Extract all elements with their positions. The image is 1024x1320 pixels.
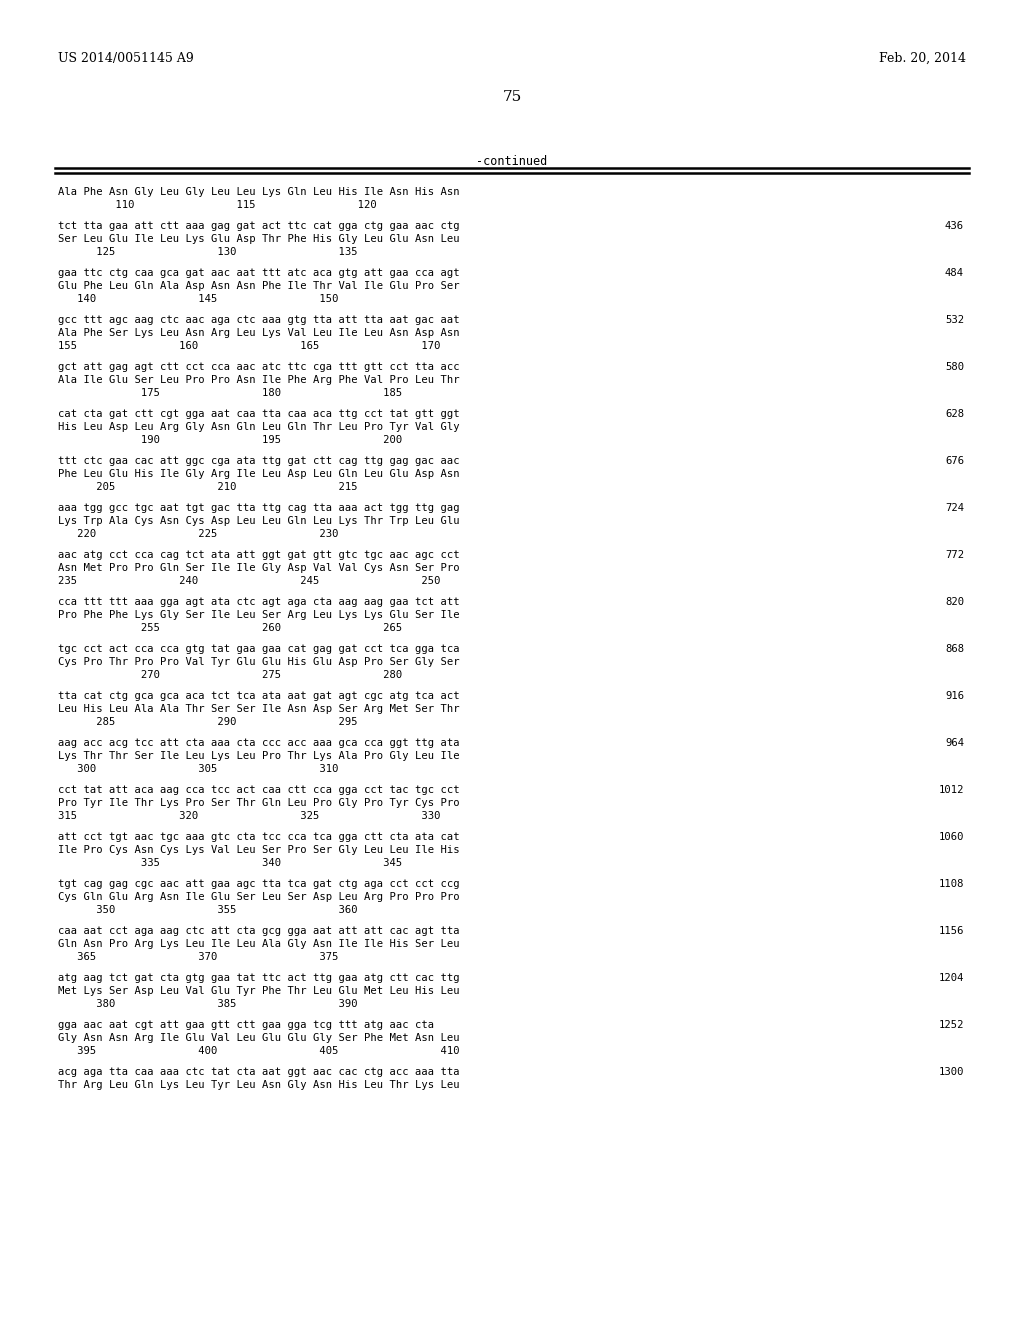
Text: 1060: 1060 bbox=[939, 832, 964, 842]
Text: 916: 916 bbox=[945, 690, 964, 701]
Text: Asn Met Pro Pro Gln Ser Ile Ile Gly Asp Val Val Cys Asn Ser Pro: Asn Met Pro Pro Gln Ser Ile Ile Gly Asp … bbox=[58, 564, 460, 573]
Text: Feb. 20, 2014: Feb. 20, 2014 bbox=[879, 51, 966, 65]
Text: 110                115                120: 110 115 120 bbox=[58, 201, 377, 210]
Text: aaa tgg gcc tgc aat tgt gac tta ttg cag tta aaa act tgg ttg gag: aaa tgg gcc tgc aat tgt gac tta ttg cag … bbox=[58, 503, 460, 513]
Text: Ala Phe Asn Gly Leu Gly Leu Leu Lys Gln Leu His Ile Asn His Asn: Ala Phe Asn Gly Leu Gly Leu Leu Lys Gln … bbox=[58, 187, 460, 197]
Text: 75: 75 bbox=[503, 90, 521, 104]
Text: 395                400                405                410: 395 400 405 410 bbox=[58, 1045, 460, 1056]
Text: 140                145                150: 140 145 150 bbox=[58, 294, 339, 304]
Text: tta cat ctg gca gca aca tct tca ata aat gat agt cgc atg tca act: tta cat ctg gca gca aca tct tca ata aat … bbox=[58, 690, 460, 701]
Text: Glu Phe Leu Gln Ala Asp Asn Asn Phe Ile Thr Val Ile Glu Pro Ser: Glu Phe Leu Gln Ala Asp Asn Asn Phe Ile … bbox=[58, 281, 460, 290]
Text: Lys Trp Ala Cys Asn Cys Asp Leu Leu Gln Leu Lys Thr Trp Leu Glu: Lys Trp Ala Cys Asn Cys Asp Leu Leu Gln … bbox=[58, 516, 460, 525]
Text: Lys Thr Thr Ser Ile Leu Lys Leu Pro Thr Lys Ala Pro Gly Leu Ile: Lys Thr Thr Ser Ile Leu Lys Leu Pro Thr … bbox=[58, 751, 460, 762]
Text: 1108: 1108 bbox=[939, 879, 964, 888]
Text: aag acc acg tcc att cta aaa cta ccc acc aaa gca cca ggt ttg ata: aag acc acg tcc att cta aaa cta ccc acc … bbox=[58, 738, 460, 748]
Text: 205                210                215: 205 210 215 bbox=[58, 482, 357, 492]
Text: Gly Asn Asn Arg Ile Glu Val Leu Glu Glu Gly Ser Phe Met Asn Leu: Gly Asn Asn Arg Ile Glu Val Leu Glu Glu … bbox=[58, 1034, 460, 1043]
Text: Ala Phe Ser Lys Leu Asn Arg Leu Lys Val Leu Ile Leu Asn Asp Asn: Ala Phe Ser Lys Leu Asn Arg Leu Lys Val … bbox=[58, 327, 460, 338]
Text: 1012: 1012 bbox=[939, 785, 964, 795]
Text: cct tat att aca aag cca tcc act caa ctt cca gga cct tac tgc cct: cct tat att aca aag cca tcc act caa ctt … bbox=[58, 785, 460, 795]
Text: 235                240                245                250: 235 240 245 250 bbox=[58, 576, 440, 586]
Text: 436: 436 bbox=[945, 220, 964, 231]
Text: Cys Pro Thr Pro Pro Val Tyr Glu Glu His Glu Asp Pro Ser Gly Ser: Cys Pro Thr Pro Pro Val Tyr Glu Glu His … bbox=[58, 657, 460, 667]
Text: Ser Leu Glu Ile Leu Lys Glu Asp Thr Phe His Gly Leu Glu Asn Leu: Ser Leu Glu Ile Leu Lys Glu Asp Thr Phe … bbox=[58, 234, 460, 244]
Text: cat cta gat ctt cgt gga aat caa tta caa aca ttg cct tat gtt ggt: cat cta gat ctt cgt gga aat caa tta caa … bbox=[58, 409, 460, 418]
Text: 532: 532 bbox=[945, 315, 964, 325]
Text: 628: 628 bbox=[945, 409, 964, 418]
Text: US 2014/0051145 A9: US 2014/0051145 A9 bbox=[58, 51, 194, 65]
Text: aac atg cct cca cag tct ata att ggt gat gtt gtc tgc aac agc cct: aac atg cct cca cag tct ata att ggt gat … bbox=[58, 550, 460, 560]
Text: His Leu Asp Leu Arg Gly Asn Gln Leu Gln Thr Leu Pro Tyr Val Gly: His Leu Asp Leu Arg Gly Asn Gln Leu Gln … bbox=[58, 422, 460, 432]
Text: 724: 724 bbox=[945, 503, 964, 513]
Text: 365                370                375: 365 370 375 bbox=[58, 952, 339, 962]
Text: 220                225                230: 220 225 230 bbox=[58, 529, 339, 539]
Text: gga aac aat cgt att gaa gtt ctt gaa gga tcg ttt atg aac cta: gga aac aat cgt att gaa gtt ctt gaa gga … bbox=[58, 1020, 434, 1030]
Text: cca ttt ttt aaa gga agt ata ctc agt aga cta aag aag gaa tct att: cca ttt ttt aaa gga agt ata ctc agt aga … bbox=[58, 597, 460, 607]
Text: Pro Tyr Ile Thr Lys Pro Ser Thr Gln Leu Pro Gly Pro Tyr Cys Pro: Pro Tyr Ile Thr Lys Pro Ser Thr Gln Leu … bbox=[58, 799, 460, 808]
Text: -continued: -continued bbox=[476, 154, 548, 168]
Text: 1252: 1252 bbox=[939, 1020, 964, 1030]
Text: tgt cag gag cgc aac att gaa agc tta tca gat ctg aga cct cct ccg: tgt cag gag cgc aac att gaa agc tta tca … bbox=[58, 879, 460, 888]
Text: Phe Leu Glu His Ile Gly Arg Ile Leu Asp Leu Gln Leu Glu Asp Asn: Phe Leu Glu His Ile Gly Arg Ile Leu Asp … bbox=[58, 469, 460, 479]
Text: caa aat cct aga aag ctc att cta gcg gga aat att att cac agt tta: caa aat cct aga aag ctc att cta gcg gga … bbox=[58, 927, 460, 936]
Text: 335                340                345: 335 340 345 bbox=[58, 858, 402, 869]
Text: acg aga tta caa aaa ctc tat cta aat ggt aac cac ctg acc aaa tta: acg aga tta caa aaa ctc tat cta aat ggt … bbox=[58, 1067, 460, 1077]
Text: 676: 676 bbox=[945, 455, 964, 466]
Text: 175                180                185: 175 180 185 bbox=[58, 388, 402, 399]
Text: 315                320                325                330: 315 320 325 330 bbox=[58, 810, 440, 821]
Text: Ala Ile Glu Ser Leu Pro Pro Asn Ile Phe Arg Phe Val Pro Leu Thr: Ala Ile Glu Ser Leu Pro Pro Asn Ile Phe … bbox=[58, 375, 460, 385]
Text: 580: 580 bbox=[945, 362, 964, 372]
Text: 380                385                390: 380 385 390 bbox=[58, 999, 357, 1008]
Text: Thr Arg Leu Gln Lys Leu Tyr Leu Asn Gly Asn His Leu Thr Lys Leu: Thr Arg Leu Gln Lys Leu Tyr Leu Asn Gly … bbox=[58, 1080, 460, 1090]
Text: 1204: 1204 bbox=[939, 973, 964, 983]
Text: atg aag tct gat cta gtg gaa tat ttc act ttg gaa atg ctt cac ttg: atg aag tct gat cta gtg gaa tat ttc act … bbox=[58, 973, 460, 983]
Text: ttt ctc gaa cac att ggc cga ata ttg gat ctt cag ttg gag gac aac: ttt ctc gaa cac att ggc cga ata ttg gat … bbox=[58, 455, 460, 466]
Text: 255                260                265: 255 260 265 bbox=[58, 623, 402, 634]
Text: 285                290                295: 285 290 295 bbox=[58, 717, 357, 727]
Text: gaa ttc ctg caa gca gat aac aat ttt atc aca gtg att gaa cca agt: gaa ttc ctg caa gca gat aac aat ttt atc … bbox=[58, 268, 460, 279]
Text: 190                195                200: 190 195 200 bbox=[58, 436, 402, 445]
Text: 964: 964 bbox=[945, 738, 964, 748]
Text: gcc ttt agc aag ctc aac aga ctc aaa gtg tta att tta aat gac aat: gcc ttt agc aag ctc aac aga ctc aaa gtg … bbox=[58, 315, 460, 325]
Text: tct tta gaa att ctt aaa gag gat act ttc cat gga ctg gaa aac ctg: tct tta gaa att ctt aaa gag gat act ttc … bbox=[58, 220, 460, 231]
Text: Leu His Leu Ala Ala Thr Ser Ser Ile Asn Asp Ser Arg Met Ser Thr: Leu His Leu Ala Ala Thr Ser Ser Ile Asn … bbox=[58, 704, 460, 714]
Text: 772: 772 bbox=[945, 550, 964, 560]
Text: 270                275                280: 270 275 280 bbox=[58, 671, 402, 680]
Text: att cct tgt aac tgc aaa gtc cta tcc cca tca gga ctt cta ata cat: att cct tgt aac tgc aaa gtc cta tcc cca … bbox=[58, 832, 460, 842]
Text: 300                305                310: 300 305 310 bbox=[58, 764, 339, 774]
Text: 820: 820 bbox=[945, 597, 964, 607]
Text: 484: 484 bbox=[945, 268, 964, 279]
Text: Pro Phe Phe Lys Gly Ser Ile Leu Ser Arg Leu Lys Lys Glu Ser Ile: Pro Phe Phe Lys Gly Ser Ile Leu Ser Arg … bbox=[58, 610, 460, 620]
Text: Gln Asn Pro Arg Lys Leu Ile Leu Ala Gly Asn Ile Ile His Ser Leu: Gln Asn Pro Arg Lys Leu Ile Leu Ala Gly … bbox=[58, 939, 460, 949]
Text: gct att gag agt ctt cct cca aac atc ttc cga ttt gtt cct tta acc: gct att gag agt ctt cct cca aac atc ttc … bbox=[58, 362, 460, 372]
Text: 155                160                165                170: 155 160 165 170 bbox=[58, 341, 440, 351]
Text: Met Lys Ser Asp Leu Val Glu Tyr Phe Thr Leu Glu Met Leu His Leu: Met Lys Ser Asp Leu Val Glu Tyr Phe Thr … bbox=[58, 986, 460, 997]
Text: tgc cct act cca cca gtg tat gaa gaa cat gag gat cct tca gga tca: tgc cct act cca cca gtg tat gaa gaa cat … bbox=[58, 644, 460, 653]
Text: Ile Pro Cys Asn Cys Lys Val Leu Ser Pro Ser Gly Leu Leu Ile His: Ile Pro Cys Asn Cys Lys Val Leu Ser Pro … bbox=[58, 845, 460, 855]
Text: 125                130                135: 125 130 135 bbox=[58, 247, 357, 257]
Text: 350                355                360: 350 355 360 bbox=[58, 906, 357, 915]
Text: 868: 868 bbox=[945, 644, 964, 653]
Text: Cys Gln Glu Arg Asn Ile Glu Ser Leu Ser Asp Leu Arg Pro Pro Pro: Cys Gln Glu Arg Asn Ile Glu Ser Leu Ser … bbox=[58, 892, 460, 902]
Text: 1156: 1156 bbox=[939, 927, 964, 936]
Text: 1300: 1300 bbox=[939, 1067, 964, 1077]
